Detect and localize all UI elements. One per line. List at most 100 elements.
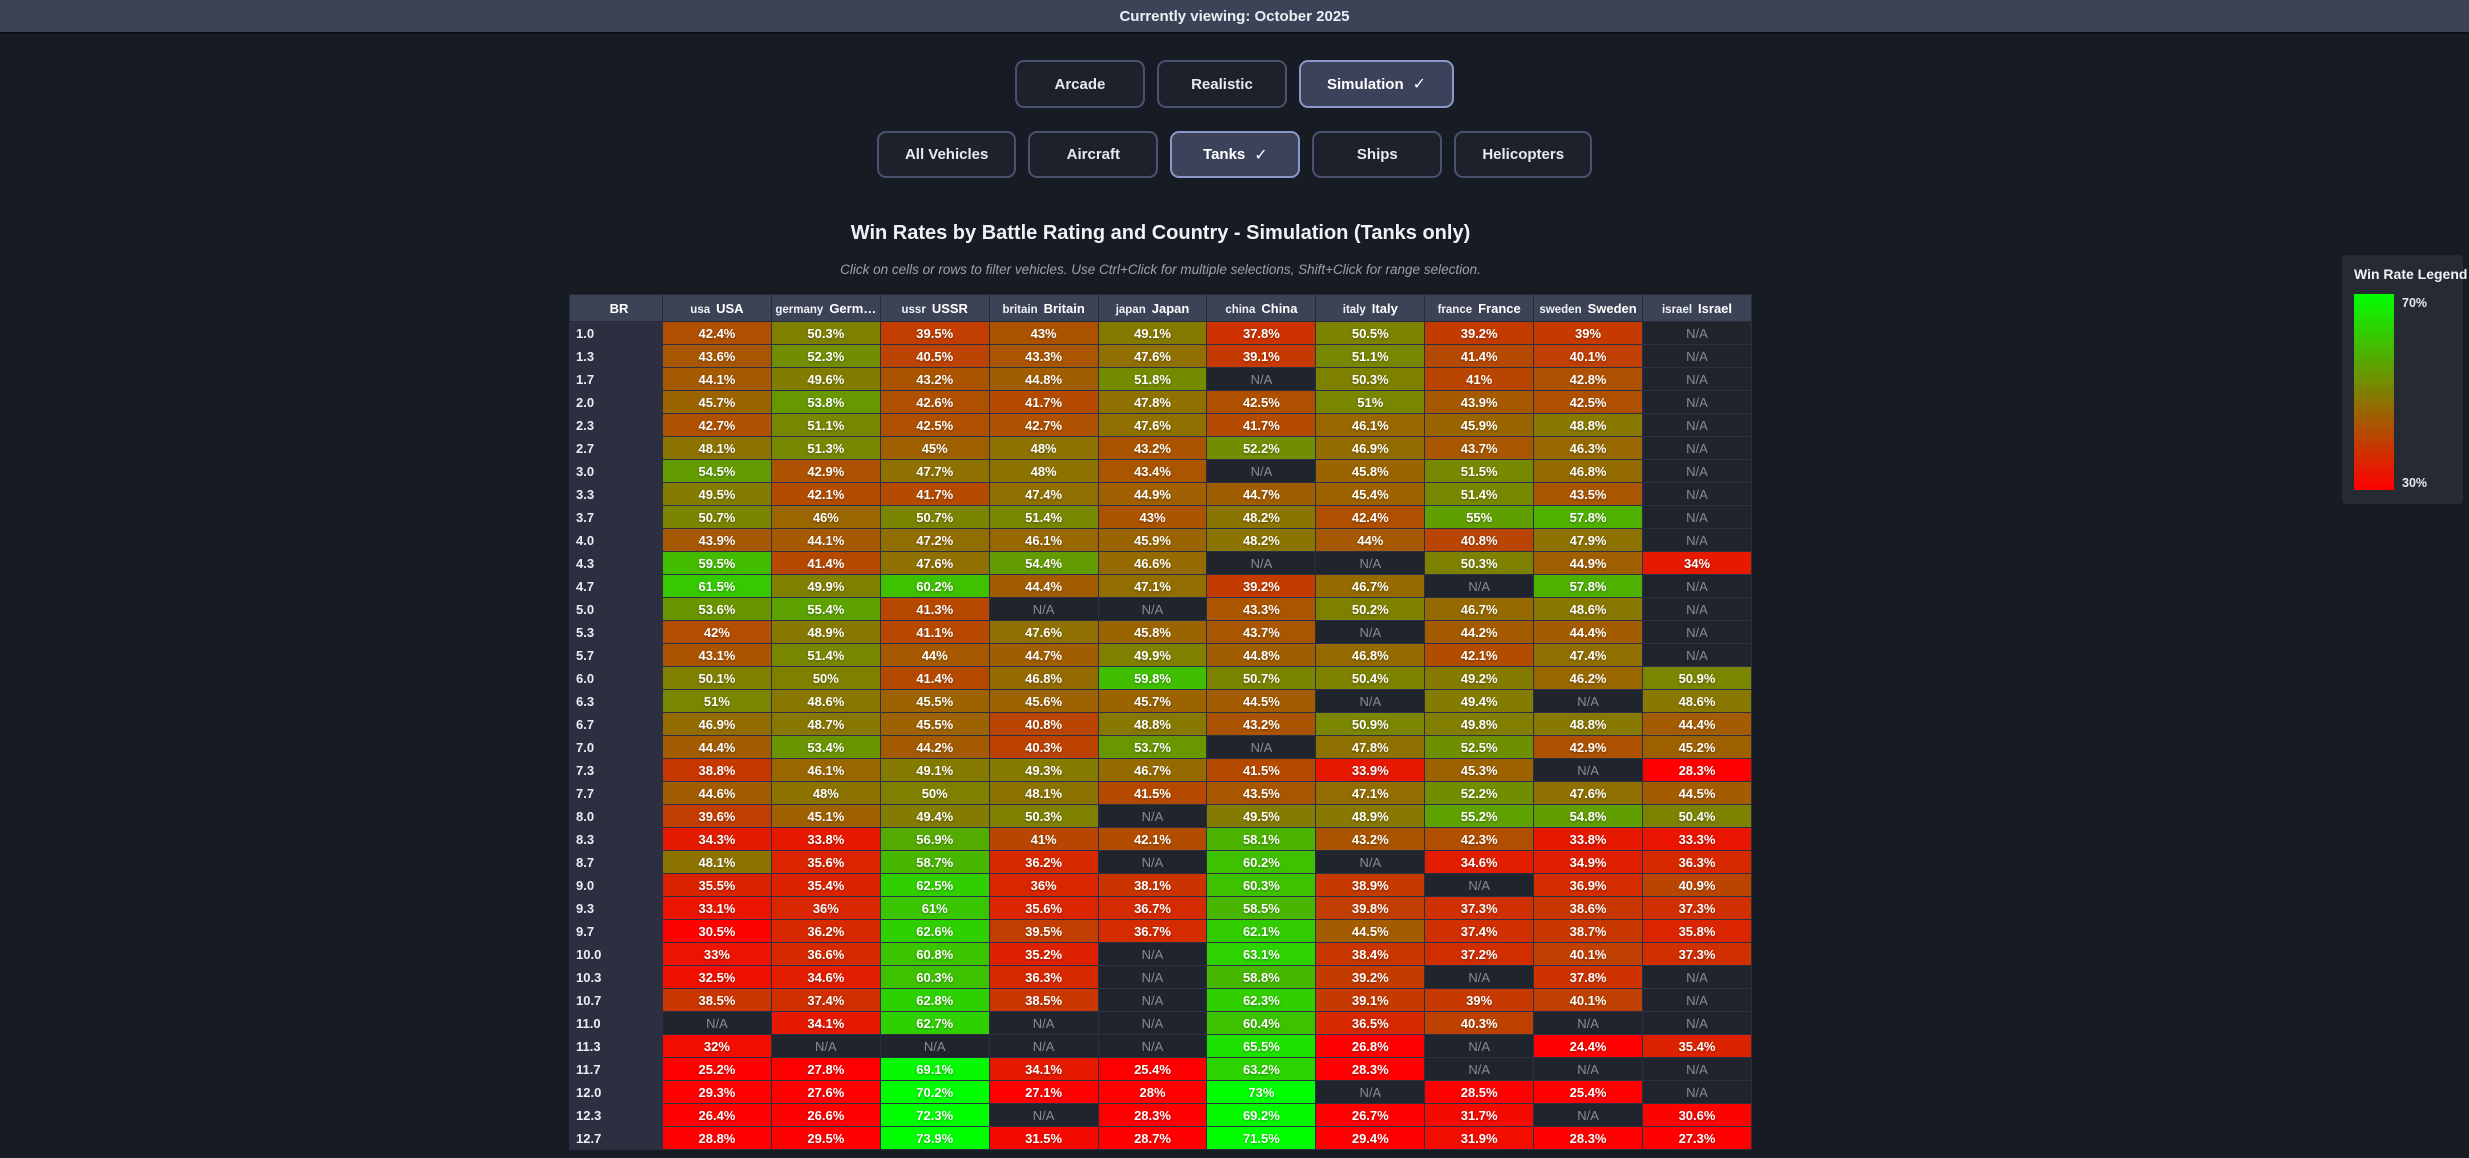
win-rate-cell[interactable]: 47.4% [988, 482, 1099, 506]
row-label[interactable]: 1.0 [569, 321, 663, 345]
table-row-br-9.0[interactable]: 9.0 35.5% 35.4% 62.5% 36% 38.1% 60.3% 38.9% N/A 3… [569, 873, 1752, 897]
win-rate-cell[interactable]: 45.8% [1097, 620, 1208, 644]
win-rate-cell[interactable]: 44.4% [662, 735, 772, 759]
win-rate-cell[interactable]: 46.8% [1315, 643, 1426, 667]
win-rate-cell[interactable]: 55.2% [1424, 804, 1535, 828]
vehicle-button-aircraft[interactable]: Aircraft [1028, 131, 1159, 178]
win-rate-cell[interactable]: 42.5% [1533, 390, 1644, 414]
win-rate-cell[interactable]: 41% [1424, 367, 1535, 391]
win-rate-cell[interactable]: 33.1% [662, 896, 772, 920]
table-row-br-9.3[interactable]: 9.3 33.1% 36% 61% 35.6% 36.7% 58.5% 39.8% 37.3% 3… [569, 896, 1752, 920]
win-rate-cell[interactable]: 47.6% [879, 551, 990, 575]
win-rate-cell[interactable]: 50.3% [1315, 367, 1426, 391]
win-rate-cell[interactable]: 43.3% [1206, 597, 1317, 621]
win-rate-cell[interactable]: 58.7% [879, 850, 990, 874]
win-rate-cell[interactable]: N/A [1642, 597, 1752, 621]
mode-button-realistic[interactable]: Realistic [1156, 60, 1287, 108]
win-rate-cell[interactable]: 25.2% [662, 1057, 772, 1081]
win-rate-cell[interactable]: 53.4% [770, 735, 881, 759]
win-rate-cell[interactable]: N/A [1424, 574, 1535, 598]
win-rate-cell[interactable]: 49.9% [770, 574, 881, 598]
win-rate-cell[interactable]: 55.4% [770, 597, 881, 621]
win-rate-cell[interactable]: 24.4% [1533, 1034, 1644, 1058]
row-label[interactable]: 4.7 [569, 574, 663, 598]
win-rate-cell[interactable]: 42.1% [1424, 643, 1535, 667]
win-rate-cell[interactable]: 25.4% [1097, 1057, 1208, 1081]
win-rate-cell[interactable]: 52.5% [1424, 735, 1535, 759]
win-rate-cell[interactable]: 38.8% [662, 758, 772, 782]
win-rate-cell[interactable]: 47.1% [1097, 574, 1208, 598]
win-rate-cell[interactable]: 42.1% [770, 482, 881, 506]
win-rate-cell[interactable]: 43.9% [662, 528, 772, 552]
win-rate-cell[interactable]: N/A [1097, 804, 1208, 828]
column-header-ussr[interactable]: ussr USSR [879, 294, 990, 322]
win-rate-cell[interactable]: 34% [1642, 551, 1752, 575]
win-rate-cell[interactable]: 48.2% [1206, 505, 1317, 529]
table-row-br-11.3[interactable]: 11.3 32% N/A N/A N/A N/A 65.5% 26.8% N/A 24.4% 35.… [569, 1034, 1752, 1058]
win-rate-cell[interactable]: 48.6% [1533, 597, 1644, 621]
win-rate-cell[interactable]: N/A [1642, 965, 1752, 989]
win-rate-cell[interactable]: 71.5% [1206, 1126, 1317, 1150]
win-rate-cell[interactable]: 27.6% [770, 1080, 881, 1104]
column-header-israel[interactable]: israel Israel [1642, 294, 1752, 322]
win-rate-cell[interactable]: 37.3% [1642, 942, 1752, 966]
column-header-britain[interactable]: britain Britain [988, 294, 1099, 322]
win-rate-cell[interactable]: 42.7% [988, 413, 1099, 437]
win-rate-cell[interactable]: N/A [1424, 1057, 1535, 1081]
win-rate-cell[interactable]: 35.6% [988, 896, 1099, 920]
table-row-br-12.0[interactable]: 12.0 29.3% 27.6% 70.2% 27.1% 28% 73% N/A 28.5% 25… [569, 1080, 1752, 1104]
win-rate-cell[interactable]: 28.8% [662, 1126, 772, 1150]
table-row-br-1.3[interactable]: 1.3 43.6% 52.3% 40.5% 43.3% 47.6% 39.1% 51.1% 41… [569, 344, 1752, 368]
row-label[interactable]: 11.3 [569, 1034, 663, 1058]
row-label[interactable]: 10.7 [569, 988, 663, 1012]
win-rate-cell[interactable]: 41.1% [879, 620, 990, 644]
win-rate-cell[interactable]: 39.2% [1206, 574, 1317, 598]
row-label[interactable]: 12.0 [569, 1080, 663, 1104]
table-row-br-5.3[interactable]: 5.3 42% 48.9% 41.1% 47.6% 45.8% 43.7% N/A 44.2% 4… [569, 620, 1752, 644]
win-rate-cell[interactable]: 46.1% [1315, 413, 1426, 437]
table-row-br-12.3[interactable]: 12.3 26.4% 26.6% 72.3% N/A 28.3% 69.2% 26.7% 31.… [569, 1103, 1752, 1127]
win-rate-cell[interactable]: 37.3% [1642, 896, 1752, 920]
win-rate-cell[interactable]: 54.5% [662, 459, 772, 483]
win-rate-cell[interactable]: 73.9% [879, 1126, 990, 1150]
win-rate-cell[interactable]: 31.5% [988, 1126, 1099, 1150]
row-label[interactable]: 6.3 [569, 689, 663, 713]
win-rate-cell[interactable]: 40.5% [879, 344, 990, 368]
win-rate-cell[interactable]: 41.5% [1206, 758, 1317, 782]
win-rate-cell[interactable]: 56.9% [879, 827, 990, 851]
row-label[interactable]: 10.3 [569, 965, 663, 989]
win-rate-cell[interactable]: 36.7% [1097, 896, 1208, 920]
row-label[interactable]: 9.3 [569, 896, 663, 920]
win-rate-cell[interactable]: 45.1% [770, 804, 881, 828]
win-rate-cell[interactable]: 37.3% [1424, 896, 1535, 920]
win-rate-cell[interactable]: 35.5% [662, 873, 772, 897]
win-rate-cell[interactable]: 39.6% [662, 804, 772, 828]
win-rate-cell[interactable]: N/A [1206, 367, 1317, 391]
win-rate-cell[interactable]: 50.3% [988, 804, 1099, 828]
win-rate-cell[interactable]: 42.4% [1315, 505, 1426, 529]
win-rate-cell[interactable]: 42.9% [770, 459, 881, 483]
win-rate-cell[interactable]: 73% [1206, 1080, 1317, 1104]
win-rate-cell[interactable]: 42.8% [1533, 367, 1644, 391]
win-rate-cell[interactable]: 48% [770, 781, 881, 805]
row-label[interactable]: 7.3 [569, 758, 663, 782]
win-rate-cell[interactable]: N/A [1533, 1103, 1644, 1127]
win-rate-cell[interactable]: 60.4% [1206, 1011, 1317, 1035]
table-row-br-6.0[interactable]: 6.0 50.1% 50% 41.4% 46.8% 59.8% 50.7% 50.4% 49.2… [569, 666, 1752, 690]
win-rate-cell[interactable]: 33.9% [1315, 758, 1426, 782]
vehicle-button-all-vehicles[interactable]: All Vehicles [876, 131, 1017, 178]
win-rate-cell[interactable]: 60.2% [879, 574, 990, 598]
win-rate-cell[interactable]: 48.1% [662, 436, 772, 460]
win-rate-cell[interactable]: 48.6% [1642, 689, 1752, 713]
win-rate-cell[interactable]: 47.4% [1533, 643, 1644, 667]
win-rate-cell[interactable]: 44.8% [988, 367, 1099, 391]
win-rate-cell[interactable]: 58.1% [1206, 827, 1317, 851]
win-rate-cell[interactable]: 42.5% [1206, 390, 1317, 414]
column-header-germany[interactable]: germany Germ… [770, 294, 881, 322]
win-rate-cell[interactable]: 36.2% [770, 919, 881, 943]
row-label[interactable]: 7.7 [569, 781, 663, 805]
row-label[interactable]: 8.7 [569, 850, 663, 874]
win-rate-cell[interactable]: 58.5% [1206, 896, 1317, 920]
win-rate-cell[interactable]: N/A [1097, 965, 1208, 989]
win-rate-cell[interactable]: 58.8% [1206, 965, 1317, 989]
